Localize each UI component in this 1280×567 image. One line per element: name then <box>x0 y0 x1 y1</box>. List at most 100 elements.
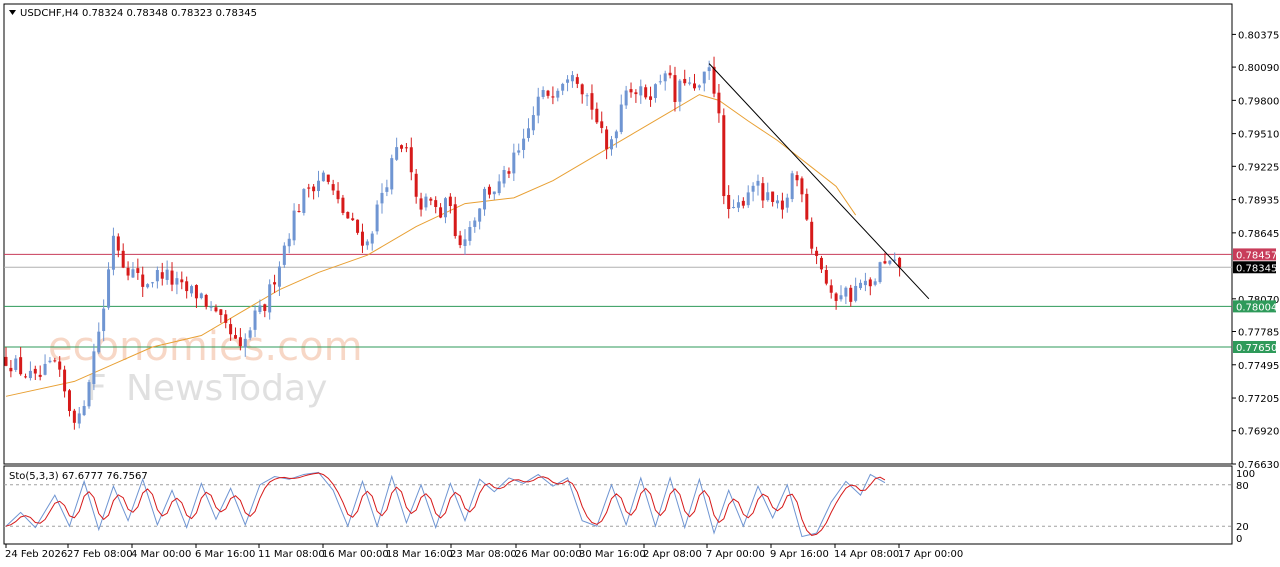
y-tick-label: 0.78645 <box>1238 229 1279 240</box>
candle-body <box>170 270 174 285</box>
triangle-down-icon[interactable] <box>9 10 16 15</box>
candle-body <box>97 331 101 353</box>
candle-body <box>409 147 413 173</box>
candle-body <box>273 282 277 285</box>
candle-body <box>443 198 447 218</box>
candle-body <box>736 202 740 208</box>
main-panel <box>3 3 1233 465</box>
candle-body <box>121 250 125 268</box>
candle-body <box>19 357 23 375</box>
candle-body <box>868 279 872 287</box>
candle-body <box>297 211 301 213</box>
candle-body <box>829 285 833 293</box>
candle-body <box>146 284 150 288</box>
candle-body <box>707 67 711 72</box>
candle-body <box>541 90 545 97</box>
candle-body <box>776 200 780 204</box>
candle-body <box>566 79 570 83</box>
candle-body <box>834 293 838 301</box>
candle-body <box>287 238 291 247</box>
candle-body <box>526 128 530 138</box>
y-tick-label: 0.80090 <box>1238 63 1279 74</box>
candle-body <box>697 85 701 88</box>
candle-body <box>849 287 853 302</box>
candle-body <box>190 286 194 294</box>
candle-body <box>741 200 745 206</box>
candle-body <box>605 129 609 150</box>
candle-body <box>380 192 384 204</box>
candle-body <box>517 150 521 153</box>
candle-body <box>360 231 364 246</box>
ma-line <box>5 94 857 397</box>
candle-body <box>512 152 516 174</box>
candle-body <box>854 285 858 301</box>
x-tick-label: 7 Apr 00:00 <box>706 549 765 560</box>
x-tick-label: 9 Apr 16:00 <box>770 549 829 560</box>
candle-body <box>531 115 535 131</box>
candle-body <box>336 190 340 200</box>
candle-body <box>43 363 47 375</box>
candle-body <box>404 147 408 149</box>
candle-body <box>419 198 423 210</box>
candle-body <box>14 358 18 370</box>
candle-body <box>844 287 848 297</box>
candle-body <box>580 84 584 95</box>
candle-body <box>663 73 667 82</box>
candle-body <box>751 185 755 192</box>
candle-body <box>385 187 389 192</box>
candle-body <box>434 200 438 208</box>
watermark-fx: F <box>86 368 107 409</box>
candle-body <box>585 95 589 97</box>
candle-body <box>551 96 555 98</box>
candle-body <box>175 278 179 285</box>
candle-body <box>414 173 418 197</box>
candle-body <box>649 96 653 100</box>
indicator-panel <box>3 465 1233 545</box>
candle-body <box>160 272 164 279</box>
candle-body <box>150 282 154 284</box>
x-tick-label: 27 Feb 08:00 <box>67 549 133 560</box>
candle-body <box>277 266 281 287</box>
candle-body <box>155 270 159 282</box>
candle-body <box>258 305 262 312</box>
x-tick-label: 16 Mar 00:00 <box>322 549 389 560</box>
stochastic-lines <box>4 471 1232 538</box>
horizontal-levels <box>4 253 1232 348</box>
candle-body <box>795 175 799 181</box>
candle-body <box>253 310 257 330</box>
candle-body <box>453 204 457 237</box>
candle-body <box>732 206 736 208</box>
candle-body <box>546 90 550 96</box>
y-tick-label: 0.76630 <box>1238 460 1279 471</box>
price-tag-label: 0.78345 <box>1236 263 1277 274</box>
candle-body <box>629 89 633 93</box>
watermark-line2: NewsToday <box>126 368 327 409</box>
trendline[interactable] <box>708 63 930 300</box>
candle-body <box>204 294 208 307</box>
x-tick-label: 6 Mar 16:00 <box>195 549 255 560</box>
candle-body <box>448 196 452 207</box>
candle-body <box>370 233 374 244</box>
x-tick-label: 24 Feb 2026 <box>5 549 67 560</box>
candle-body <box>785 197 789 208</box>
x-tick-label: 4 Mar 00:00 <box>131 549 191 560</box>
candle-body <box>483 188 487 210</box>
candle-body <box>883 261 887 264</box>
x-tick-label: 26 Mar 00:00 <box>515 549 582 560</box>
candle-body <box>556 90 560 98</box>
candle-body <box>727 194 731 210</box>
candle-body <box>263 304 267 311</box>
candle-body <box>478 208 482 222</box>
candle-body <box>468 226 472 241</box>
candle-body <box>321 172 325 182</box>
time-axis: 24 Feb 2026 27 Feb 08:004 Mar 00:00 6 Mar … <box>5 544 963 560</box>
candle-body <box>180 279 184 283</box>
candle-body <box>107 269 111 308</box>
candle-body <box>136 268 140 273</box>
price-tag-bg <box>1233 248 1276 261</box>
candle-body <box>331 184 335 191</box>
x-tick-label: 30 Mar 16:00 <box>579 549 646 560</box>
candle-body <box>214 307 218 312</box>
candles <box>4 56 902 430</box>
